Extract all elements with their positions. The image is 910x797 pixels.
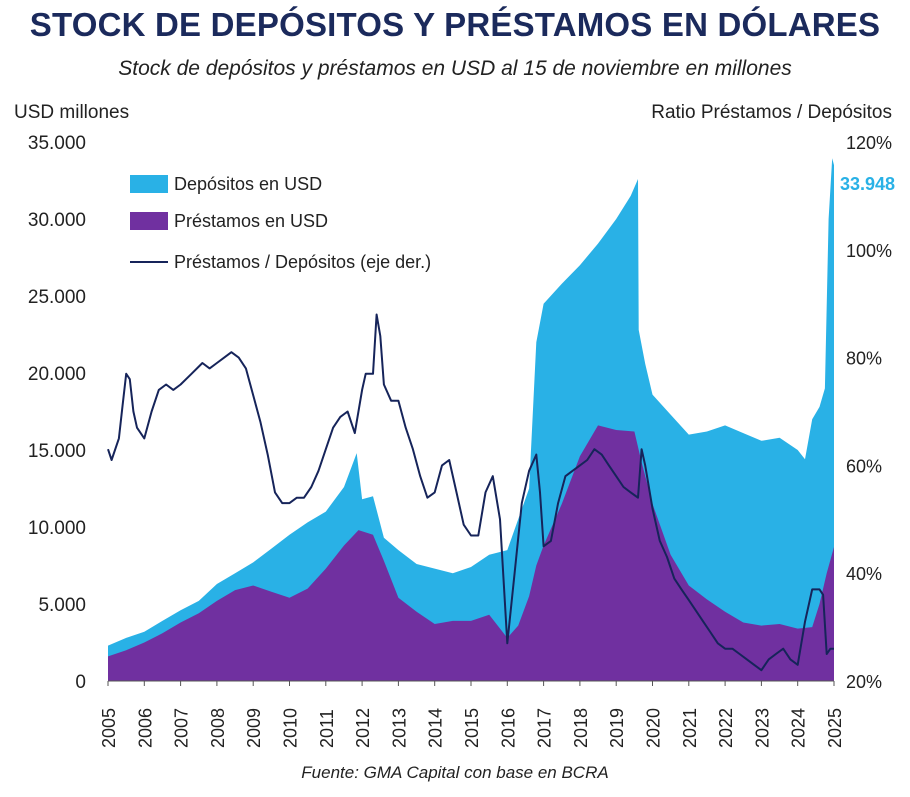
chart-title: STOCK DE DEPÓSITOS Y PRÉSTAMOS EN DÓLARE… — [29, 6, 881, 43]
x-tick-label: 2024 — [789, 708, 809, 748]
x-tick-label: 2019 — [607, 708, 627, 748]
left-tick-label: 35.000 — [28, 133, 86, 154]
left-tick-label: 0 — [75, 672, 86, 693]
x-tick-label: 2007 — [172, 708, 192, 748]
legend-swatch-prestamos — [130, 212, 168, 230]
left-axis-ticks: 0 5.000 10.000 15.000 20.000 25.000 30.000 35.0… — [28, 133, 86, 693]
ratio-line — [107, 313, 834, 672]
x-tick-label: 2006 — [135, 708, 155, 748]
legend-label-prestamos: Préstamos en USD — [174, 211, 328, 231]
x-axis-ticks: 2005 2006 2007 2008 2009 2010 2011 2012 2013 2014… — [99, 681, 845, 748]
left-tick-label: 5.000 — [38, 595, 86, 616]
x-tick-label: 2025 — [825, 708, 845, 748]
x-tick-label: 2015 — [462, 708, 482, 748]
right-axis-ticks: 20% 40% 60% 80% 100% 120% — [846, 133, 892, 692]
x-tick-label: 2013 — [389, 708, 409, 748]
x-tick-label: 2017 — [535, 708, 555, 748]
right-tick-label: 100% — [846, 241, 892, 261]
chart-subtitle: Stock de depósitos y préstamos en USD al… — [118, 57, 792, 80]
legend-label-depositos: Depósitos en USD — [174, 174, 322, 194]
legend-swatch-depositos — [130, 175, 168, 193]
left-axis-label: USD millones — [14, 102, 129, 123]
loans-area-layer — [108, 425, 834, 681]
x-tick-label: 2016 — [498, 708, 518, 748]
right-tick-label: 20% — [846, 672, 882, 692]
right-tick-label: 80% — [846, 349, 882, 369]
left-tick-label: 15.000 — [28, 441, 86, 462]
x-tick-label: 2005 — [99, 708, 119, 748]
legend: Depósitos en USD Préstamos en USD Présta… — [130, 174, 431, 272]
x-tick-label: 2020 — [644, 708, 664, 748]
x-tick-label: 2021 — [680, 708, 700, 748]
x-tick-label: 2008 — [208, 708, 228, 748]
x-tick-label: 2012 — [353, 708, 373, 748]
last-deposit-annotation: 33.948 — [840, 174, 895, 194]
x-tick-label: 2010 — [281, 708, 301, 748]
x-tick-label: 2009 — [244, 708, 264, 748]
right-axis-label: Ratio Préstamos / Depósitos — [651, 102, 892, 123]
x-tick-label: 2011 — [317, 709, 337, 748]
x-tick-label: 2018 — [571, 708, 591, 748]
chart: USD millones Ratio Préstamos / Depósitos… — [14, 102, 895, 748]
left-tick-label: 10.000 — [28, 518, 86, 539]
left-tick-label: 20.000 — [28, 364, 86, 385]
x-tick-label: 2022 — [716, 708, 736, 748]
right-tick-label: 120% — [846, 133, 892, 153]
legend-label-ratio: Préstamos / Depósitos (eje der.) — [174, 252, 431, 272]
prestamos-area — [108, 425, 834, 681]
x-tick-label: 2014 — [426, 708, 446, 748]
right-tick-label: 60% — [846, 456, 882, 476]
right-tick-label: 40% — [846, 564, 882, 584]
x-tick-label: 2023 — [752, 708, 772, 748]
left-tick-label: 25.000 — [28, 287, 86, 308]
chart-source: Fuente: GMA Capital con base en BCRA — [301, 763, 609, 782]
left-tick-label: 30.000 — [28, 210, 86, 231]
ratio-line-layer — [107, 313, 834, 672]
